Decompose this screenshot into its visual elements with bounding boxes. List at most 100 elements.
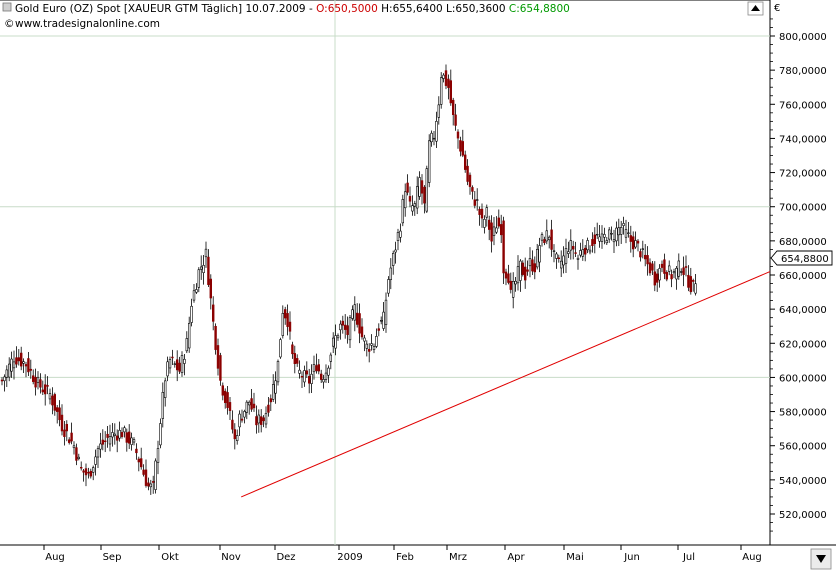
candle-body xyxy=(478,208,481,215)
candle-body xyxy=(499,224,503,236)
candle-body xyxy=(63,429,66,437)
candle-body xyxy=(46,385,49,387)
x-tick-label: Mrz xyxy=(449,552,467,563)
candle-body xyxy=(144,469,148,486)
candle-body xyxy=(214,325,217,350)
candle-body xyxy=(19,352,23,367)
candle-body xyxy=(612,239,616,243)
candle-body xyxy=(603,234,606,238)
candle-body xyxy=(485,207,488,218)
candle-body xyxy=(439,77,443,105)
candle-body xyxy=(51,395,54,406)
candle-body xyxy=(442,74,445,79)
candle-body xyxy=(360,326,364,338)
candle-body xyxy=(291,344,294,355)
candle-body xyxy=(137,458,140,463)
candle-body xyxy=(65,423,69,432)
candle-body xyxy=(339,323,342,331)
candle-body xyxy=(391,253,395,266)
copyright-icon: © xyxy=(4,18,15,30)
y-tick-label: 520,0000 xyxy=(779,510,827,521)
candle-body xyxy=(209,278,212,299)
candle-body xyxy=(492,226,496,236)
candle-body xyxy=(192,290,196,301)
candle-body xyxy=(653,271,657,286)
series-marker-icon xyxy=(2,2,12,12)
candle-body xyxy=(82,470,85,473)
last-price-marker: 654,8800 xyxy=(770,250,833,266)
candle-body xyxy=(329,354,332,362)
candle-body xyxy=(665,272,669,280)
candle-body xyxy=(408,196,412,202)
candle-body xyxy=(648,262,652,274)
y-tick-label: 740,0000 xyxy=(779,134,827,145)
y-tick-label: 620,0000 xyxy=(779,339,827,350)
candle-body xyxy=(682,267,685,275)
y-tick-label: 600,0000 xyxy=(779,373,827,384)
candle-body xyxy=(454,114,457,126)
candle-body xyxy=(559,260,563,269)
candle-body xyxy=(437,104,440,118)
candle-body xyxy=(516,266,520,284)
candle-body xyxy=(334,335,337,349)
trendline-layer xyxy=(241,271,771,498)
candle-body xyxy=(593,234,597,245)
arrow-down-icon xyxy=(816,555,826,563)
candle-body xyxy=(322,379,325,383)
x-tick-label: 2009 xyxy=(337,552,362,563)
candle-body xyxy=(401,199,404,224)
scroll-down-button[interactable] xyxy=(810,548,832,570)
x-tick-label: Jul xyxy=(682,552,695,563)
candle-body xyxy=(579,250,582,256)
candle-body xyxy=(231,419,234,430)
candle-body xyxy=(204,248,208,258)
y-tick-label: 800,0000 xyxy=(779,32,827,43)
candle-body xyxy=(418,177,421,197)
candle-body xyxy=(447,78,450,88)
candle-body xyxy=(425,168,428,212)
candle-body xyxy=(219,355,222,381)
candle-body xyxy=(295,358,299,364)
candle-body xyxy=(475,199,479,201)
candle-body xyxy=(451,99,455,116)
candle-body xyxy=(267,404,270,413)
candle-body xyxy=(459,140,462,152)
candle-body xyxy=(264,413,268,425)
y-tick-label: 700,0000 xyxy=(779,203,827,214)
candle-body xyxy=(667,265,671,272)
candle-body xyxy=(514,280,517,285)
candle-body xyxy=(60,414,64,432)
currency-symbol: € xyxy=(774,3,780,14)
candle-body xyxy=(274,380,277,394)
candle-body xyxy=(389,267,392,280)
candle-body xyxy=(197,269,200,288)
source-url: www.tradesignalonline.com xyxy=(15,18,160,30)
candle-body xyxy=(550,229,553,250)
candle-body xyxy=(336,335,340,339)
candle-body xyxy=(670,274,673,280)
candle-body xyxy=(571,246,575,250)
candle-body xyxy=(689,276,693,293)
candle-body xyxy=(394,249,397,253)
candle-body xyxy=(106,433,109,438)
candle-body xyxy=(353,304,356,321)
candle-body xyxy=(288,321,292,332)
candle-body xyxy=(355,312,359,325)
candle-body xyxy=(528,258,532,267)
candle-body xyxy=(84,468,88,476)
candle-body xyxy=(286,313,289,327)
candle-body xyxy=(31,375,35,382)
candle-body xyxy=(300,375,304,378)
support-trendline[interactable] xyxy=(241,271,771,498)
x-tick-label: Feb xyxy=(396,552,414,563)
candle-body xyxy=(180,355,184,374)
candle-body xyxy=(586,240,589,251)
candle-body xyxy=(221,385,224,396)
scroll-up-button[interactable] xyxy=(747,1,764,16)
candle-body xyxy=(444,70,448,86)
candle-body xyxy=(319,373,323,380)
candle-body xyxy=(387,279,390,294)
candle-body xyxy=(238,413,241,428)
candle-body xyxy=(523,266,527,281)
